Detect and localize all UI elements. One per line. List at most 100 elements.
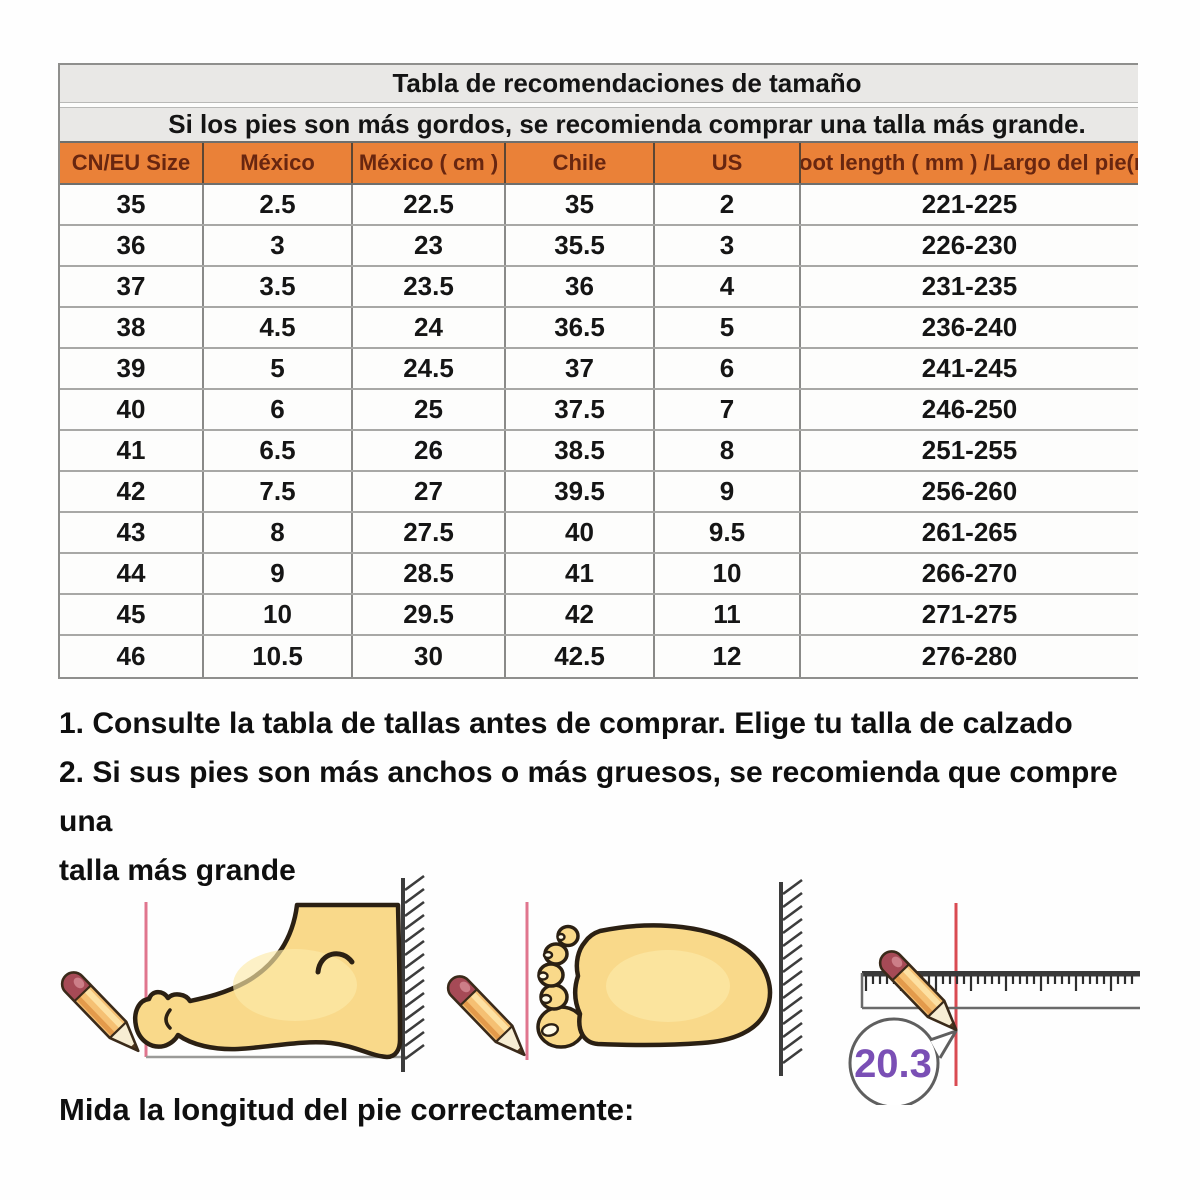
cell-cn-eu-size: 36 [116, 230, 146, 260]
cell-us: 3 [653, 226, 799, 265]
cell-foot-length: 251-255 [799, 431, 1138, 470]
column-header: México ( cm ) [351, 143, 504, 183]
foot-side-figure [56, 874, 426, 1074]
cell-mexico-cm: 29.5 [351, 595, 504, 634]
cell-mexico-cm: 22.5 [351, 185, 504, 224]
cell-chile: 37 [504, 349, 653, 388]
cell-mexico: 8 [202, 513, 351, 552]
cell-chile: 40 [504, 513, 653, 552]
cell-foot-length: 256-260 [799, 472, 1138, 511]
cell-mexico-cm: 26 [351, 431, 504, 470]
band-divider [60, 103, 1138, 107]
measurement-diagram: 20.3 [56, 874, 1140, 1105]
column-header: Foot length ( mm ) /Largo del pie(m [799, 143, 1138, 183]
cell-us: 7 [653, 390, 799, 429]
cell-us: 6 [653, 349, 799, 388]
cell-mexico: 2.5 [202, 185, 351, 224]
table-subtitle: Si los pies son más gordos, se recomiend… [168, 109, 1086, 139]
table-row: 38 4.5 24 36.5 5 236-240 [60, 308, 1138, 349]
cell-mexico-cm: 23 [351, 226, 504, 265]
cell-chile: 36.5 [504, 308, 653, 347]
measurement-callout: 20.3 [848, 1017, 958, 1105]
cell-foot-length: 221-225 [799, 185, 1138, 224]
toe-crease [164, 1008, 172, 1030]
measurement-value: 20.3 [854, 1042, 932, 1086]
table-row: 42 7.5 27 39.5 9 256-260 [60, 472, 1138, 513]
table-title: Tabla de recomendaciones de tamaño [392, 68, 862, 98]
cell-mexico: 6 [202, 390, 351, 429]
table-row: 35 2.5 22.5 35 2 221-225 [60, 185, 1138, 226]
cell-chile: 36 [504, 267, 653, 306]
table-row: 44 9 28.5 41 10 266-270 [60, 554, 1138, 595]
cell-cn-eu-size: 40 [116, 394, 146, 424]
cell-mexico: 3.5 [202, 267, 351, 306]
table-header-row: CN/EU Size México México ( cm ) Chile US… [60, 143, 1138, 185]
cell-mexico: 10.5 [202, 636, 351, 677]
cell-foot-length: 276-280 [799, 636, 1138, 677]
cell-chile: 35 [504, 185, 653, 224]
cell-foot-length: 231-235 [799, 267, 1138, 306]
cell-cn-eu-size: 45 [116, 599, 146, 629]
purchase-notes: 1. Consulte la tabla de tallas antes de … [59, 699, 1169, 895]
note-1: 1. Consulte la tabla de tallas antes de … [59, 707, 1073, 740]
cell-chile: 41 [504, 554, 653, 593]
cell-chile: 42.5 [504, 636, 653, 677]
cell-foot-length: 241-245 [799, 349, 1138, 388]
cell-cn-eu-size: 46 [116, 641, 146, 671]
cell-foot-length: 226-230 [799, 226, 1138, 265]
cell-us: 10 [653, 554, 799, 593]
foot-highlight [233, 949, 357, 1021]
table-row: 46 10.5 30 42.5 12 276-280 [60, 636, 1138, 677]
cell-foot-length: 261-265 [799, 513, 1138, 552]
cell-mexico: 5 [202, 349, 351, 388]
cell-cn-eu-size: 41 [116, 435, 146, 465]
cell-mexico-cm: 28.5 [351, 554, 504, 593]
cell-us: 11 [653, 595, 799, 634]
cell-mexico-cm: 27 [351, 472, 504, 511]
cell-foot-length: 246-250 [799, 390, 1138, 429]
wall-icon [779, 878, 804, 1078]
wall-icon [401, 874, 426, 1074]
cell-mexico: 9 [202, 554, 351, 593]
cell-us: 9 [653, 472, 799, 511]
cell-cn-eu-size: 44 [116, 558, 146, 588]
cell-cn-eu-size: 39 [116, 353, 146, 383]
cell-mexico: 6.5 [202, 431, 351, 470]
pencil-icon [56, 966, 148, 1061]
cell-us: 9.5 [653, 513, 799, 552]
table-row: 36 3 23 35.5 3 226-230 [60, 226, 1138, 267]
cell-mexico: 10 [202, 595, 351, 634]
cell-us: 2 [653, 185, 799, 224]
ruler-figure: 20.3 [848, 903, 1140, 1105]
foot-top-icon [536, 923, 773, 1049]
cell-us: 12 [653, 636, 799, 677]
table-row: 40 6 25 37.5 7 246-250 [60, 390, 1138, 431]
ankle-mark [315, 951, 355, 975]
column-header: Chile [504, 143, 653, 183]
cell-foot-length: 236-240 [799, 308, 1138, 347]
cell-mexico-cm: 25 [351, 390, 504, 429]
foot-top-figure [442, 878, 804, 1078]
footer-caption: Mida la longitud del pie correctamente: [59, 1092, 635, 1127]
cell-us: 8 [653, 431, 799, 470]
column-header: US [653, 143, 799, 183]
table-title-band: Tabla de recomendaciones de tamaño [60, 65, 1138, 103]
cell-mexico-cm: 30 [351, 636, 504, 677]
cell-mexico: 3 [202, 226, 351, 265]
cell-cn-eu-size: 35 [116, 189, 146, 219]
size-recommendation-table: Tabla de recomendaciones de tamaño Si lo… [58, 63, 1138, 679]
table-row: 45 10 29.5 42 11 271-275 [60, 595, 1138, 636]
cell-chile: 39.5 [504, 472, 653, 511]
table-row: 39 5 24.5 37 6 241-245 [60, 349, 1138, 390]
cell-foot-length: 271-275 [799, 595, 1138, 634]
table-body: 35 2.5 22.5 35 2 221-225 36 3 23 35.5 3 … [60, 185, 1138, 677]
cell-foot-length: 266-270 [799, 554, 1138, 593]
cell-mexico-cm: 24.5 [351, 349, 504, 388]
toe-nails [537, 932, 566, 1037]
cell-mexico-cm: 24 [351, 308, 504, 347]
note-2-line-2: talla más grande [59, 854, 296, 887]
column-header: México [202, 143, 351, 183]
cell-cn-eu-size: 42 [116, 476, 146, 506]
column-header: CN/EU Size [71, 150, 191, 175]
